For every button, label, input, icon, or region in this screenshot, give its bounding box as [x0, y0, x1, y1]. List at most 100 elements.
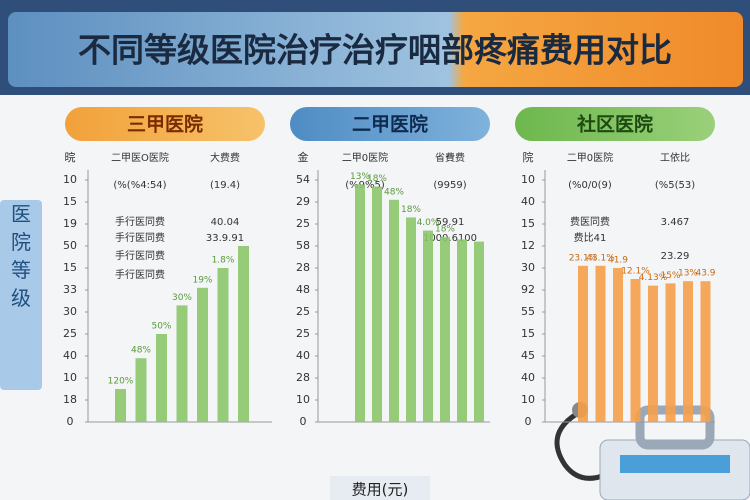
bar-label: 120%: [108, 377, 134, 387]
y-tick-label: 28: [296, 371, 310, 384]
bar: [372, 186, 382, 422]
title: 不同等级医院治疗治疗咽部疼痛费用对比: [78, 31, 672, 70]
x-label: 费用(元): [352, 481, 409, 499]
bar-label: 43.1%: [586, 253, 615, 263]
bar-label: 19%: [192, 275, 212, 285]
row-text: 23.29: [661, 251, 690, 262]
bar-label: 4.13%: [639, 273, 668, 283]
row-text: (%0/0(9): [568, 180, 612, 191]
row-text: 手行医同费: [115, 249, 165, 262]
y-tick-label: 40: [296, 349, 310, 362]
bar: [613, 268, 623, 422]
y-tick-label: 19: [63, 217, 77, 230]
row-text: 省費费: [435, 151, 465, 164]
panel-title: 三甲医院: [127, 113, 203, 136]
stethoscope: [554, 412, 606, 481]
y-tick-label: 25: [296, 217, 310, 230]
bar-label: 13%: [350, 172, 370, 182]
panel-title: 社区医院: [576, 113, 653, 136]
side-label: 医院等级: [11, 202, 31, 310]
y-tick-label: 12: [521, 239, 535, 252]
bar-label: 12.1%: [621, 267, 650, 277]
bar-label: 13%: [678, 269, 698, 279]
bar-label: 48%: [131, 346, 151, 356]
bar-label: 18%: [367, 174, 387, 184]
bar: [217, 268, 229, 422]
y-tick-label: 29: [296, 195, 310, 208]
y-tick-label: 15: [521, 217, 535, 230]
bar: [238, 246, 249, 422]
row-text: 手行医同费: [115, 215, 165, 228]
row-text: 二甲0医院: [567, 151, 613, 164]
y-tick-label: 10: [63, 173, 77, 186]
row-text: 3.467: [661, 217, 690, 228]
banner: [8, 12, 743, 87]
bar-label: 18%: [401, 205, 421, 215]
y-tick-label: 50: [63, 239, 77, 252]
bar-label: 1.8%: [212, 256, 235, 266]
bar: [648, 285, 658, 422]
bar: [389, 199, 399, 422]
row-text: (9959): [433, 180, 466, 191]
bar-label: 48%: [384, 187, 404, 197]
y-tick-label: 92: [521, 283, 535, 296]
bar: [197, 287, 208, 422]
y-tick-label: 40: [521, 195, 535, 208]
bar-label: 18%: [435, 225, 455, 235]
bar-label: 43.9: [695, 269, 715, 279]
y-tick-label: 25: [63, 327, 77, 340]
y-tick-label: 25: [296, 327, 310, 340]
y-tick-label: 30: [521, 261, 535, 274]
row-text: 大费费: [210, 151, 240, 164]
row-text: (%(%4:54): [113, 180, 166, 191]
y-tick-label: 40: [63, 349, 77, 362]
row-text: 59.91: [436, 217, 465, 228]
y-tick-label: 0: [67, 415, 74, 428]
bar: [176, 305, 188, 422]
bar: [595, 265, 606, 422]
row-text: 费比41: [574, 231, 607, 244]
y-tick-label: 28: [296, 261, 310, 274]
row-text: 33.9.91: [206, 233, 244, 244]
y-tick-label: 15: [63, 261, 77, 274]
panel-pill: [290, 107, 490, 141]
bar: [665, 283, 676, 422]
bar-label: 41.9: [608, 256, 628, 266]
y-tick-label: 15: [63, 195, 77, 208]
kit-stripe: [620, 455, 730, 473]
y-tick-label: 10: [521, 173, 535, 186]
y-tick-label: 10: [521, 393, 535, 406]
row-text: (19.4): [210, 180, 240, 191]
y-tick-label: 18: [63, 393, 77, 406]
bar: [440, 237, 450, 422]
row-text: 二甲0医院: [342, 151, 388, 164]
bar-label: 50%: [151, 322, 171, 332]
bar-label: 23.1%: [569, 253, 598, 263]
bar: [355, 184, 365, 422]
bar: [474, 241, 484, 422]
x-label-box: [330, 476, 430, 500]
y-tick-label: 48: [296, 283, 310, 296]
y-tick-label: 55: [521, 305, 535, 318]
bar: [457, 239, 467, 422]
row-text: (%9%5): [345, 180, 385, 191]
bar-label: 4.0%: [417, 218, 440, 228]
y-tick-label: 40: [521, 371, 535, 384]
y-tick-label: 33: [63, 283, 77, 296]
bar: [578, 265, 588, 422]
bar: [630, 279, 641, 422]
row-text: (%5(53): [655, 180, 695, 191]
row-text: 工依比: [660, 151, 690, 164]
bar-label: 30%: [172, 293, 192, 303]
y-tick-label: 54: [296, 173, 310, 186]
panel-pill: [515, 107, 715, 141]
panel-pill: [65, 107, 265, 141]
y-tick-label: 30: [63, 305, 77, 318]
y-tick-label: 10: [63, 371, 77, 384]
row-text: 二甲医O医院: [111, 151, 169, 164]
row-text: 手行医同费: [115, 231, 165, 244]
y-tick-label: 58: [296, 239, 310, 252]
bar: [683, 281, 693, 422]
bar: [156, 334, 167, 422]
